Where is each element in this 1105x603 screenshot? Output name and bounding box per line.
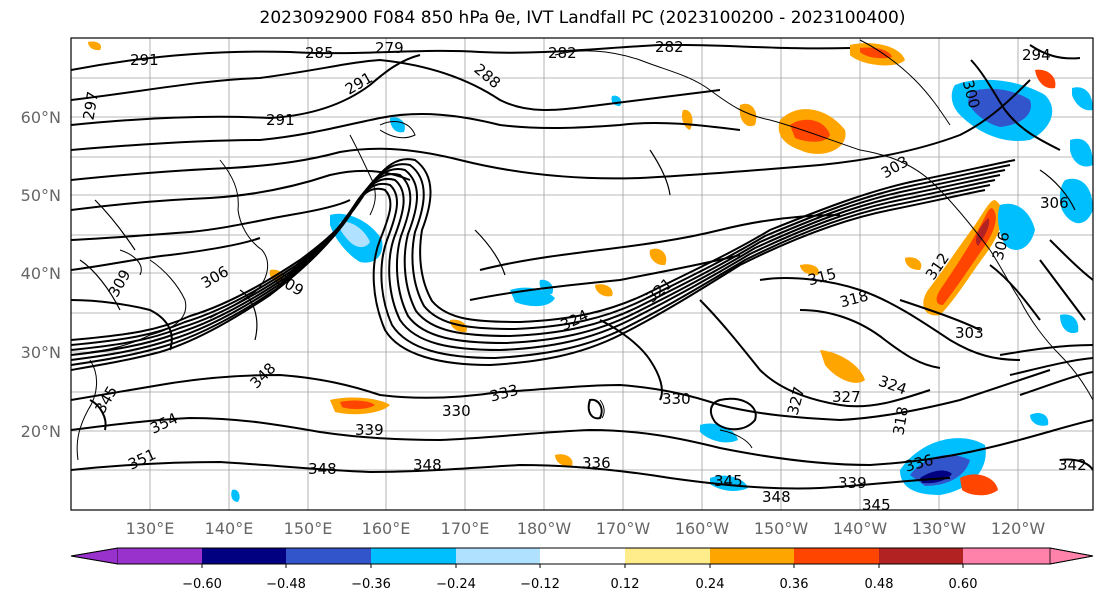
- contour-label: 348: [413, 456, 442, 474]
- shade-positive: [905, 257, 922, 270]
- longitude-label: 150°E: [284, 519, 333, 538]
- colorbar-tick-label: −0.60: [182, 577, 222, 592]
- latitude-label: 60°N: [21, 108, 61, 127]
- shade-positive: [739, 103, 757, 127]
- contour-label: 348: [308, 460, 337, 478]
- colorbar-swatch: [118, 548, 202, 564]
- contour-label: 336: [582, 454, 611, 472]
- shade-positive: [88, 41, 102, 51]
- colorbar-tick-label: −0.48: [266, 577, 306, 592]
- shade-negative: [710, 475, 748, 491]
- longitude-label: 170°W: [596, 519, 651, 538]
- shade-positive: [649, 248, 667, 266]
- latitude-label: 30°N: [21, 343, 61, 362]
- colorbar-tick-label: 0.24: [696, 577, 725, 592]
- contour-label: 345: [862, 496, 891, 514]
- shade-positive: [595, 284, 613, 297]
- contour-label: 327: [832, 388, 861, 406]
- longitude-label: 150°W: [754, 519, 809, 538]
- shade-negative: [1060, 314, 1079, 334]
- contour-label: 348: [762, 488, 791, 506]
- longitude-label: 160°E: [362, 519, 411, 538]
- contour-label: 282: [655, 38, 684, 56]
- colorbar-swatch: [202, 548, 286, 564]
- colorbar-swatch: [456, 548, 540, 564]
- contour-label: 291: [130, 51, 159, 69]
- contour-label: 291: [266, 111, 295, 129]
- colorbar-swatch: [371, 548, 456, 564]
- colorbar-tick-label: 0.60: [949, 577, 978, 592]
- latitude-label: 50°N: [21, 186, 61, 205]
- shade-strong-positive: [860, 47, 892, 59]
- colorbar-swatch: [963, 548, 1050, 564]
- shade-negative: [1070, 138, 1093, 167]
- colorbar-swatch: [710, 548, 794, 564]
- colorbar-swatch: [879, 548, 963, 564]
- colorbar: −0.60 −0.48 −0.36 −0.24 −0.12 0.12 0.24 0.36 0.4…: [70, 547, 1094, 592]
- shade-positive: [800, 264, 819, 276]
- contour-label: 330: [442, 402, 471, 420]
- shade-strong-positive: [340, 400, 375, 410]
- theta-e-contours-thin: [79, 149, 1076, 341]
- shade-positive: [820, 350, 865, 383]
- contour-label: 303: [955, 324, 984, 342]
- contour-label: 306: [1040, 194, 1069, 212]
- latitude-labels: 60°N 50°N 40°N 30°N 20°N: [21, 108, 61, 441]
- contour-label: 282: [548, 44, 577, 62]
- shade-negative: [1030, 413, 1049, 426]
- colorbar-tick-label: −0.12: [520, 577, 560, 592]
- contour-label: 318: [889, 405, 912, 436]
- contour-label: 342: [1058, 456, 1087, 474]
- longitude-label: 140°W: [833, 519, 888, 538]
- longitude-label: 120°W: [991, 519, 1046, 538]
- colorbar-tick-label: 0.36: [780, 577, 809, 592]
- colorbar-swatch: [286, 548, 371, 564]
- shade-positive: [555, 454, 573, 467]
- colorbar-tick-label: 0.48: [865, 577, 894, 592]
- contour-label: 285: [305, 44, 334, 62]
- shade-negative: [1059, 178, 1093, 224]
- longitude-label: 130°W: [912, 519, 967, 538]
- contour-label: 330: [662, 390, 691, 408]
- longitude-label: 180°W: [517, 519, 572, 538]
- shade-negative: [231, 489, 240, 502]
- colorbar-extend-high: [1049, 547, 1094, 565]
- latitude-label: 40°N: [21, 264, 61, 283]
- contour-label: 279: [375, 39, 404, 57]
- colorbar-tick-label: −0.36: [351, 577, 391, 592]
- colorbar-tick-label: 0.12: [611, 577, 640, 592]
- colorbar-swatch: [540, 548, 625, 564]
- longitude-label: 140°E: [205, 519, 254, 538]
- shade-negative: [1072, 87, 1093, 111]
- longitude-label: 160°W: [675, 519, 730, 538]
- colorbar-swatch: [794, 548, 879, 564]
- longitude-label: 130°E: [126, 519, 175, 538]
- shade-strong-positive: [1035, 69, 1056, 89]
- shade-negative: [997, 203, 1035, 250]
- shade-max-positive: [975, 218, 990, 246]
- longitude-labels: 130°E 140°E 150°E 160°E 170°E 180°W 170°W 160°W…: [126, 519, 1046, 538]
- map-frame: [70, 37, 1094, 511]
- shade-weak-negative: [339, 221, 370, 248]
- shade-negative: [700, 423, 738, 443]
- colorbar-tick-label: −0.24: [436, 577, 476, 592]
- contour-label: 339: [838, 474, 867, 492]
- contour-label: 297: [79, 90, 102, 121]
- colorbar-outline: [70, 547, 1094, 565]
- latitude-label: 20°N: [21, 422, 61, 441]
- contour-label: 339: [355, 421, 384, 439]
- longitude-label: 170°E: [441, 519, 490, 538]
- colorbar-swatch: [625, 548, 710, 564]
- shade-strong-positive: [960, 474, 998, 496]
- map-title: 2023092900 F084 850 hPa θe, IVT Landfall…: [259, 8, 906, 28]
- colorbar-extend-low: [70, 547, 119, 565]
- shade-negative: [539, 279, 554, 294]
- contour-label: 345: [714, 472, 743, 490]
- contour-label: 294: [1022, 46, 1051, 64]
- theta-e-contours: [71, 43, 1093, 490]
